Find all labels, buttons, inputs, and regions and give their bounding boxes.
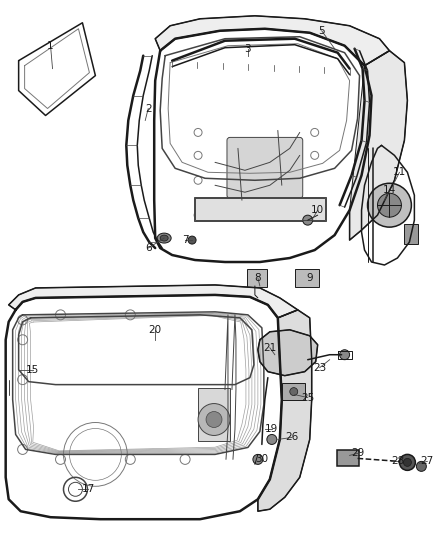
Text: 11: 11 <box>392 167 405 177</box>
Text: 9: 9 <box>306 273 312 283</box>
FancyBboxPatch shape <box>246 269 266 287</box>
Text: 15: 15 <box>26 365 39 375</box>
Text: 21: 21 <box>263 343 276 353</box>
Circle shape <box>187 236 196 244</box>
Text: 3: 3 <box>244 44 251 54</box>
Text: 27: 27 <box>420 456 433 466</box>
Circle shape <box>339 350 349 360</box>
Circle shape <box>205 411 222 427</box>
Circle shape <box>377 193 400 217</box>
Circle shape <box>415 462 425 471</box>
Text: 26: 26 <box>285 432 298 442</box>
Text: 25: 25 <box>300 393 314 402</box>
Polygon shape <box>257 330 317 376</box>
Text: 1: 1 <box>47 41 54 51</box>
Circle shape <box>252 455 262 464</box>
FancyBboxPatch shape <box>198 387 230 441</box>
Circle shape <box>403 458 410 466</box>
Ellipse shape <box>160 235 168 241</box>
Text: 2: 2 <box>145 103 151 114</box>
Text: 14: 14 <box>382 185 395 195</box>
Circle shape <box>289 387 297 395</box>
Text: 10: 10 <box>311 205 324 215</box>
Polygon shape <box>9 285 297 318</box>
Ellipse shape <box>157 233 171 243</box>
Text: 19: 19 <box>265 424 278 434</box>
Text: 28: 28 <box>390 456 403 466</box>
FancyBboxPatch shape <box>294 269 318 287</box>
Text: 23: 23 <box>312 362 325 373</box>
FancyBboxPatch shape <box>403 224 417 244</box>
Text: 29: 29 <box>350 448 364 458</box>
Text: 30: 30 <box>255 455 268 464</box>
FancyBboxPatch shape <box>336 450 358 466</box>
FancyBboxPatch shape <box>282 383 304 400</box>
Text: 6: 6 <box>145 243 151 253</box>
Polygon shape <box>155 16 389 66</box>
Circle shape <box>367 183 410 227</box>
FancyBboxPatch shape <box>226 138 302 198</box>
Text: 7: 7 <box>181 235 188 245</box>
Polygon shape <box>349 51 406 240</box>
Text: 8: 8 <box>254 273 261 283</box>
Polygon shape <box>257 310 311 511</box>
Circle shape <box>266 434 276 445</box>
Text: 17: 17 <box>81 484 95 494</box>
Text: 5: 5 <box>318 26 324 36</box>
Circle shape <box>198 403 230 435</box>
Circle shape <box>399 455 414 470</box>
Text: 20: 20 <box>148 325 161 335</box>
Circle shape <box>302 215 312 225</box>
FancyBboxPatch shape <box>194 197 325 221</box>
